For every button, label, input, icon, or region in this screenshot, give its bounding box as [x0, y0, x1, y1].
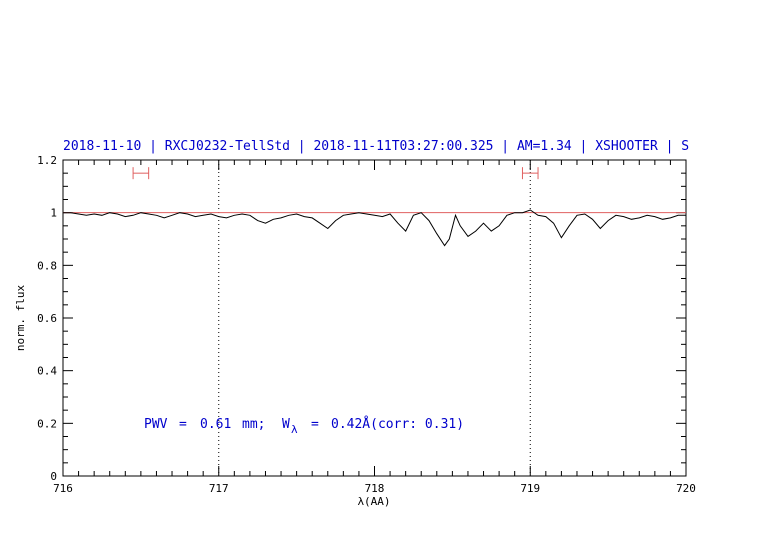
y-tick-label: 0.6 — [37, 312, 57, 325]
x-tick-label: 718 — [365, 482, 385, 495]
x-tick-label: 716 — [53, 482, 73, 495]
pwv-annotation: PWV = 0.61 mm; W λ = 0.42Å(corr: 0.31) — [144, 416, 464, 436]
x-tick-label: 719 — [520, 482, 540, 495]
chart-title: 2018-11-10 | RXCJ0232-TellStd | 2018-11-… — [63, 139, 689, 154]
pwv-equals: = — [179, 417, 187, 432]
y-tick-labels: 0 0.2 0.4 0.6 0.8 1 1.2 — [37, 154, 57, 483]
spectrum-line — [63, 209, 686, 247]
y-tick-label: 0.8 — [37, 259, 57, 272]
y-tick-label: 0 — [50, 470, 57, 483]
w-subscript: λ — [291, 423, 298, 436]
x-tick-label: 720 — [676, 482, 696, 495]
x-tick-label: 717 — [209, 482, 229, 495]
pwv-label: PWV — [144, 417, 168, 432]
pwv-unit: mm; — [242, 417, 265, 432]
w-value: 0.42Å(corr: 0.31) — [331, 416, 464, 432]
y-tick-label: 0.4 — [37, 365, 57, 378]
w-equals: = — [311, 417, 319, 432]
x-axis-label: λ(AA) — [357, 495, 390, 508]
error-bars — [132, 167, 539, 180]
x-tick-labels: 716 717 718 719 720 — [53, 482, 696, 495]
w-symbol: W — [282, 417, 290, 432]
y-axis-label: norm. flux — [14, 285, 27, 352]
y-tick-label: 1 — [50, 207, 57, 220]
pwv-value: 0.61 — [200, 417, 231, 432]
y-tick-label: 1.2 — [37, 154, 57, 167]
y-tick-label: 0.2 — [37, 417, 57, 430]
